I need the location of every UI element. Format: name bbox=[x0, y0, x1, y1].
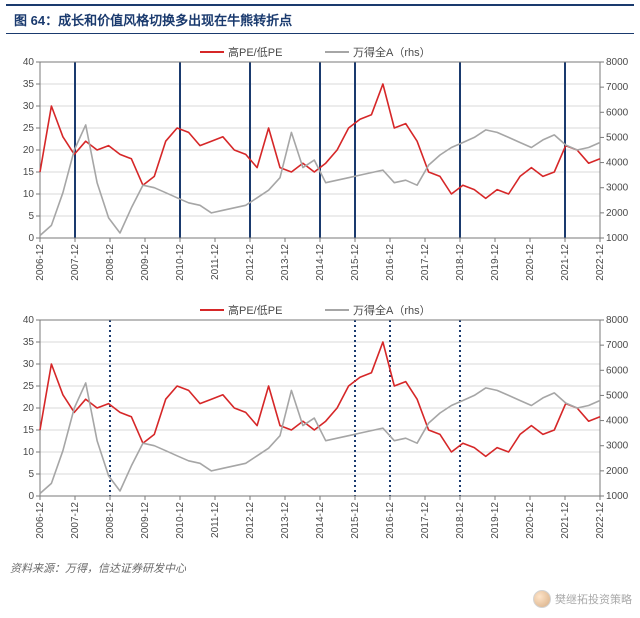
svg-text:2011-12: 2011-12 bbox=[210, 244, 221, 280]
svg-text:2013-12: 2013-12 bbox=[280, 502, 291, 539]
svg-text:2012-12: 2012-12 bbox=[245, 502, 256, 539]
svg-text:高PE/低PE: 高PE/低PE bbox=[228, 45, 282, 59]
svg-text:2018-12: 2018-12 bbox=[455, 244, 466, 281]
svg-text:2008-12: 2008-12 bbox=[105, 502, 116, 539]
svg-text:3000: 3000 bbox=[606, 441, 629, 452]
figure-title: 图 64：成长和价值风格切换多出现在牛熊转折点 bbox=[14, 10, 626, 29]
svg-text:20: 20 bbox=[23, 145, 35, 156]
svg-text:2008-12: 2008-12 bbox=[105, 244, 116, 281]
chart-top: 0 5 10 15 20 25 30 35 40 1000 2000 3000 4000 5000 6000… bbox=[6, 40, 634, 298]
svg-text:2017-12: 2017-12 bbox=[420, 244, 431, 281]
svg-text:25: 25 bbox=[23, 381, 35, 392]
svg-text:2009-12: 2009-12 bbox=[140, 244, 151, 281]
svg-text:15: 15 bbox=[23, 425, 35, 436]
svg-text:2016-12: 2016-12 bbox=[385, 502, 396, 539]
svg-text:2021-12: 2021-12 bbox=[560, 244, 571, 281]
svg-text:7000: 7000 bbox=[606, 340, 629, 351]
figure-title-bar: 图 64：成长和价值风格切换多出现在牛熊转折点 bbox=[6, 4, 634, 34]
svg-text:7000: 7000 bbox=[606, 82, 629, 93]
svg-text:2010-12: 2010-12 bbox=[175, 502, 186, 539]
svg-text:0: 0 bbox=[28, 491, 34, 502]
svg-text:2009-12: 2009-12 bbox=[140, 502, 151, 539]
svg-text:20: 20 bbox=[23, 403, 35, 414]
svg-text:2014-12: 2014-12 bbox=[315, 244, 326, 281]
svg-text:2018-12: 2018-12 bbox=[455, 502, 466, 539]
svg-text:2014-12: 2014-12 bbox=[315, 502, 326, 539]
svg-text:5: 5 bbox=[28, 469, 34, 480]
svg-text:30: 30 bbox=[23, 359, 35, 370]
watermark-text: 樊继拓投资策略 bbox=[555, 591, 632, 607]
svg-text:万得全A（rhs）: 万得全A（rhs） bbox=[353, 303, 431, 317]
svg-text:2010-12: 2010-12 bbox=[175, 244, 186, 281]
svg-text:2011-12: 2011-12 bbox=[210, 502, 221, 538]
svg-text:15: 15 bbox=[23, 167, 35, 178]
chart-bottom-svg: 0 5 10 15 20 25 30 35 40 1000 2000 3000 4000 5000 6000… bbox=[6, 298, 634, 556]
svg-text:2006-12: 2006-12 bbox=[35, 244, 46, 281]
svg-text:8000: 8000 bbox=[606, 315, 629, 326]
svg-text:2000: 2000 bbox=[606, 208, 629, 219]
svg-text:2017-12: 2017-12 bbox=[420, 502, 431, 539]
svg-text:6000: 6000 bbox=[606, 107, 629, 118]
svg-text:2019-12: 2019-12 bbox=[490, 502, 501, 539]
svg-text:2021-12: 2021-12 bbox=[560, 502, 571, 539]
svg-text:2022-12: 2022-12 bbox=[595, 244, 606, 281]
svg-text:35: 35 bbox=[23, 79, 35, 90]
svg-text:2013-12: 2013-12 bbox=[280, 244, 291, 281]
svg-text:2007-12: 2007-12 bbox=[70, 502, 81, 539]
svg-text:2020-12: 2020-12 bbox=[525, 502, 536, 539]
svg-text:8000: 8000 bbox=[606, 57, 629, 68]
svg-text:2016-12: 2016-12 bbox=[385, 244, 396, 281]
svg-text:2006-12: 2006-12 bbox=[35, 502, 46, 539]
svg-text:2019-12: 2019-12 bbox=[490, 244, 501, 281]
chart-top-svg: 0 5 10 15 20 25 30 35 40 1000 2000 3000 4000 5000 6000… bbox=[6, 40, 634, 298]
svg-text:4000: 4000 bbox=[606, 158, 629, 169]
svg-text:2020-12: 2020-12 bbox=[525, 244, 536, 281]
svg-text:2012-12: 2012-12 bbox=[245, 244, 256, 281]
svg-text:4000: 4000 bbox=[606, 416, 629, 427]
svg-text:0: 0 bbox=[28, 233, 34, 244]
svg-text:1000: 1000 bbox=[606, 491, 629, 502]
svg-text:2007-12: 2007-12 bbox=[70, 244, 81, 281]
svg-text:40: 40 bbox=[23, 57, 35, 68]
svg-text:2022-12: 2022-12 bbox=[595, 502, 606, 539]
svg-text:10: 10 bbox=[23, 189, 35, 200]
svg-text:高PE/低PE: 高PE/低PE bbox=[228, 303, 282, 317]
svg-text:5000: 5000 bbox=[606, 132, 629, 143]
svg-text:5: 5 bbox=[28, 211, 34, 222]
svg-text:3000: 3000 bbox=[606, 183, 629, 194]
svg-text:10: 10 bbox=[23, 447, 35, 458]
watermark: 樊继拓投资策略 bbox=[533, 590, 632, 608]
chart-bottom: 0 5 10 15 20 25 30 35 40 1000 2000 3000 4000 5000 6000… bbox=[6, 298, 634, 556]
source-text: 资料来源：万得，信达证券研发中心 bbox=[10, 563, 186, 575]
svg-text:1000: 1000 bbox=[606, 233, 629, 244]
svg-text:30: 30 bbox=[23, 101, 35, 112]
source-footer: 资料来源：万得，信达证券研发中心 bbox=[0, 556, 640, 580]
svg-text:25: 25 bbox=[23, 123, 35, 134]
svg-text:6000: 6000 bbox=[606, 365, 629, 376]
svg-text:万得全A（rhs）: 万得全A（rhs） bbox=[353, 45, 431, 59]
svg-text:2015-12: 2015-12 bbox=[350, 244, 361, 281]
avatar-icon bbox=[533, 590, 551, 608]
svg-text:5000: 5000 bbox=[606, 390, 629, 401]
svg-text:2000: 2000 bbox=[606, 466, 629, 477]
svg-text:2015-12: 2015-12 bbox=[350, 502, 361, 539]
svg-text:35: 35 bbox=[23, 337, 35, 348]
svg-text:40: 40 bbox=[23, 315, 35, 326]
